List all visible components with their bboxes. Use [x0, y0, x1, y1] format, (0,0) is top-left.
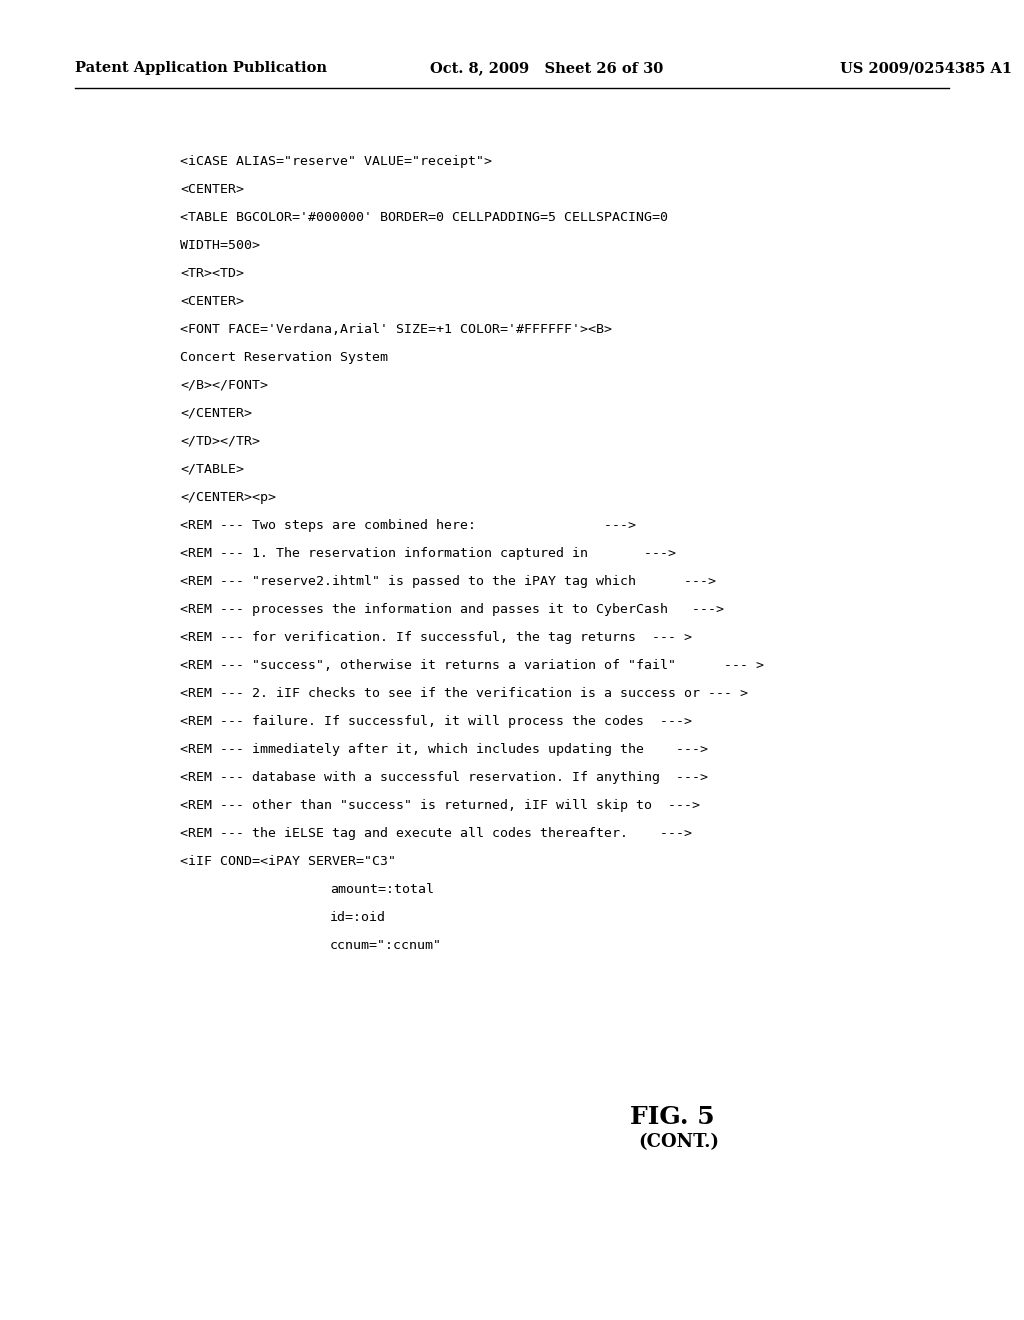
Text: <REM --- "success", otherwise it returns a variation of "fail"      --- >: <REM --- "success", otherwise it returns…	[180, 659, 764, 672]
Text: Patent Application Publication: Patent Application Publication	[75, 61, 327, 75]
Text: FIG. 5: FIG. 5	[630, 1105, 715, 1129]
Text: <REM --- processes the information and passes it to CyberCash   --->: <REM --- processes the information and p…	[180, 603, 724, 616]
Text: </CENTER>: </CENTER>	[180, 407, 252, 420]
Text: </TABLE>: </TABLE>	[180, 463, 244, 477]
Text: ccnum=":ccnum": ccnum=":ccnum"	[330, 939, 442, 952]
Text: id=:oid: id=:oid	[330, 911, 386, 924]
Text: <iCASE ALIAS="reserve" VALUE="receipt">: <iCASE ALIAS="reserve" VALUE="receipt">	[180, 154, 492, 168]
Text: <CENTER>: <CENTER>	[180, 294, 244, 308]
Text: amount=:total: amount=:total	[330, 883, 434, 896]
Text: (CONT.): (CONT.)	[638, 1133, 719, 1151]
Text: </CENTER><p>: </CENTER><p>	[180, 491, 276, 504]
Text: </TD></TR>: </TD></TR>	[180, 436, 260, 447]
Text: <REM --- other than "success" is returned, iIF will skip to  --->: <REM --- other than "success" is returne…	[180, 799, 700, 812]
Text: <REM --- immediately after it, which includes updating the    --->: <REM --- immediately after it, which inc…	[180, 743, 708, 756]
Text: <REM --- the iELSE tag and execute all codes thereafter.    --->: <REM --- the iELSE tag and execute all c…	[180, 828, 692, 840]
Text: </B></FONT>: </B></FONT>	[180, 379, 268, 392]
Text: <iIF COND=<iPAY SERVER="C3": <iIF COND=<iPAY SERVER="C3"	[180, 855, 396, 869]
Text: <CENTER>: <CENTER>	[180, 183, 244, 195]
Text: US 2009/0254385 A1: US 2009/0254385 A1	[840, 61, 1012, 75]
Text: <REM --- "reserve2.ihtml" is passed to the iPAY tag which      --->: <REM --- "reserve2.ihtml" is passed to t…	[180, 576, 716, 587]
Text: <REM --- for verification. If successful, the tag returns  --- >: <REM --- for verification. If successful…	[180, 631, 692, 644]
Text: <REM --- database with a successful reservation. If anything  --->: <REM --- database with a successful rese…	[180, 771, 708, 784]
Text: <REM --- 1. The reservation information captured in       --->: <REM --- 1. The reservation information …	[180, 546, 676, 560]
Text: <FONT FACE='Verdana,Arial' SIZE=+1 COLOR='#FFFFFF'><B>: <FONT FACE='Verdana,Arial' SIZE=+1 COLOR…	[180, 323, 612, 337]
Text: <REM --- failure. If successful, it will process the codes  --->: <REM --- failure. If successful, it will…	[180, 715, 692, 729]
Text: WIDTH=500>: WIDTH=500>	[180, 239, 260, 252]
Text: Oct. 8, 2009   Sheet 26 of 30: Oct. 8, 2009 Sheet 26 of 30	[430, 61, 664, 75]
Text: <TR><TD>: <TR><TD>	[180, 267, 244, 280]
Text: <REM --- 2. iIF checks to see if the verification is a success or --- >: <REM --- 2. iIF checks to see if the ver…	[180, 686, 748, 700]
Text: Concert Reservation System: Concert Reservation System	[180, 351, 388, 364]
Text: <TABLE BGCOLOR='#000000' BORDER=0 CELLPADDING=5 CELLSPACING=0: <TABLE BGCOLOR='#000000' BORDER=0 CELLPA…	[180, 211, 668, 224]
Text: <REM --- Two steps are combined here:                --->: <REM --- Two steps are combined here: --…	[180, 519, 636, 532]
